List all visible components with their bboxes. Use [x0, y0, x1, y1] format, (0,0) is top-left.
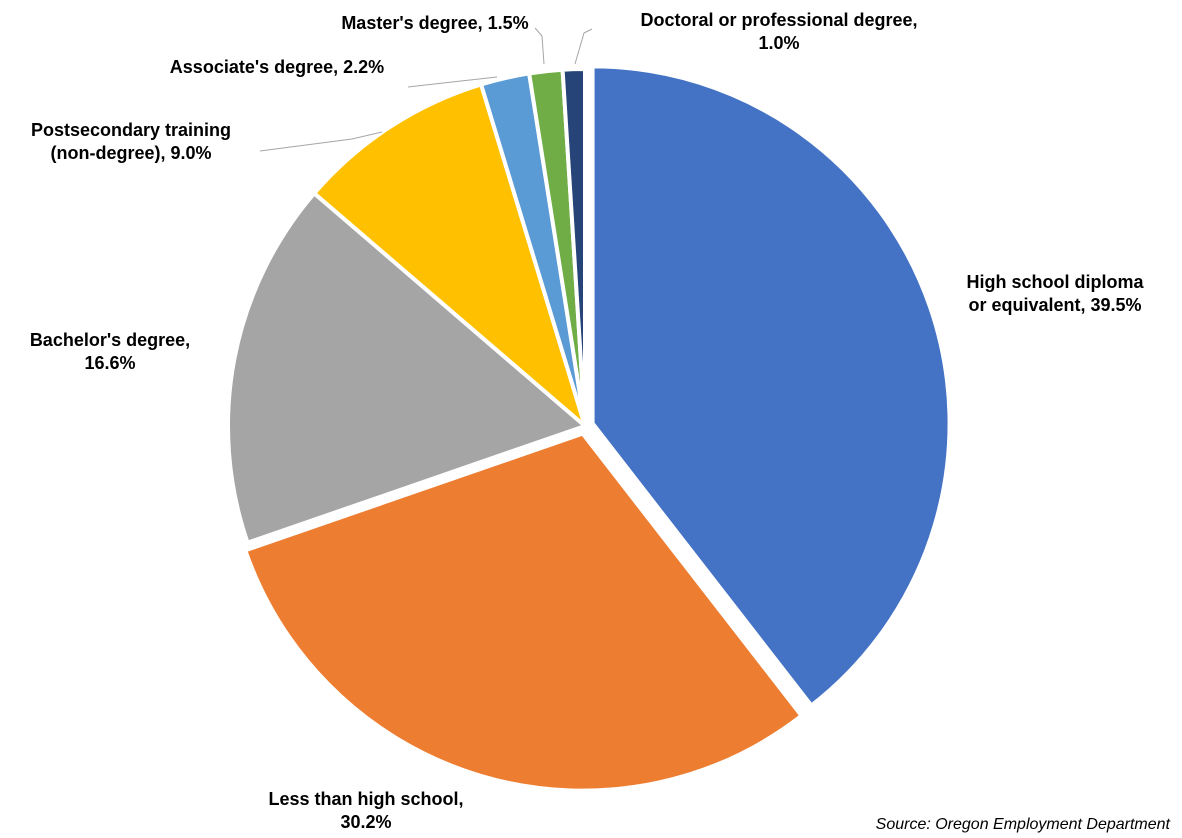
slice-label-line: Bachelor's degree,: [30, 330, 190, 350]
pie-slice: [590, 64, 952, 708]
slice-label: Bachelor's degree, 16.6%: [30, 330, 190, 373]
slice-label-line: Doctoral or professional degree,: [640, 10, 917, 30]
leader-line: [574, 28, 593, 65]
leader-line: [259, 131, 383, 152]
slice-label-line: Associate's degree, 2.2%: [170, 57, 384, 77]
slice-label-line: 30.2%: [340, 812, 391, 832]
slice-label-line: 1.0%: [758, 33, 799, 53]
pie-slice: [226, 191, 587, 545]
pie-slice: [243, 431, 804, 793]
slice-labels: High school diploma or equivalent, 39.5% L…: [30, 10, 1145, 832]
slice-label: Less than high school, 30.2%: [268, 789, 463, 832]
slice-label-line: (non-degree), 9.0%: [50, 143, 211, 163]
slice-label: Postsecondary training (non-degree), 9.0%: [31, 120, 231, 163]
slice-label-line: Master's degree, 1.5%: [341, 13, 528, 33]
slice-label-line: High school diploma: [966, 272, 1144, 292]
leader-lines: [259, 27, 593, 152]
slice-label: Doctoral or professional degree, 1.0%: [640, 10, 917, 53]
pie-slice: [312, 82, 587, 428]
slice-label: High school diploma or equivalent, 39.5%: [966, 272, 1144, 315]
slice-label-line: 16.6%: [84, 353, 135, 373]
slice-label-line: or equivalent, 39.5%: [968, 295, 1141, 315]
slice-label: Associate's degree, 2.2%: [170, 57, 384, 77]
leader-line: [407, 76, 498, 88]
slice-label-line: Less than high school,: [268, 789, 463, 809]
leader-line: [534, 27, 545, 65]
pie-slice: [560, 66, 587, 428]
pie-slices: [226, 64, 952, 793]
source-note: Source: Oregon Employment Department: [875, 816, 1170, 833]
slice-label-line: Postsecondary training: [31, 120, 231, 140]
slice-label: Master's degree, 1.5%: [341, 13, 528, 33]
